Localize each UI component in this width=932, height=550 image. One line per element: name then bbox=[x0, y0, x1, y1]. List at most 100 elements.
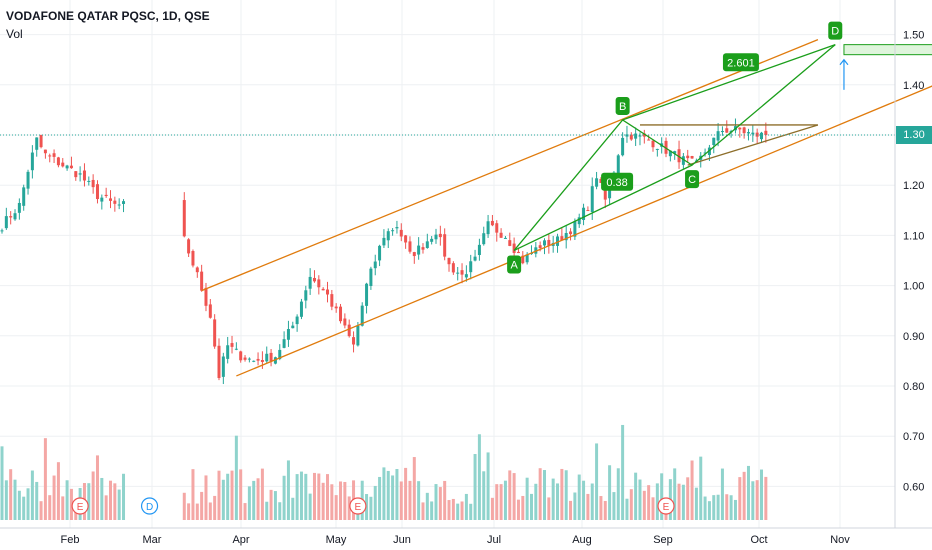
candle-body bbox=[564, 232, 568, 241]
volume-bar bbox=[286, 460, 290, 520]
candle-body bbox=[760, 132, 763, 140]
candle-body bbox=[503, 237, 507, 239]
candle-body bbox=[621, 137, 625, 156]
x-tick-label: Jun bbox=[393, 534, 411, 546]
volume-bar bbox=[312, 472, 316, 520]
volume-bar bbox=[612, 492, 616, 520]
candle-body bbox=[378, 245, 382, 261]
volume-bar bbox=[595, 443, 599, 520]
volume-bar bbox=[482, 471, 486, 520]
volume-bar bbox=[22, 496, 26, 520]
volume-bar bbox=[564, 470, 568, 520]
volume-bar bbox=[551, 478, 555, 520]
candle-body bbox=[373, 261, 377, 269]
volume-bar bbox=[43, 438, 47, 520]
volume-bar bbox=[716, 494, 720, 520]
candle-body bbox=[417, 245, 421, 255]
candle-body bbox=[664, 140, 668, 154]
volume-bar bbox=[317, 473, 321, 520]
candle-body bbox=[326, 289, 329, 295]
candle-body bbox=[91, 179, 95, 188]
candle-body bbox=[95, 184, 99, 200]
candle-body bbox=[182, 200, 186, 237]
volume-bar bbox=[247, 486, 251, 520]
candle-body bbox=[738, 127, 742, 130]
volume-bar bbox=[339, 481, 343, 520]
candle-body bbox=[477, 244, 481, 256]
candle-body bbox=[386, 231, 390, 241]
volume-bar bbox=[304, 473, 308, 520]
volume-bar bbox=[760, 469, 763, 520]
volume-bar bbox=[742, 471, 746, 520]
volume-bar bbox=[104, 495, 108, 520]
x-tick-label: May bbox=[326, 534, 347, 546]
x-axis[interactable]: Feb Mar Apr May Jun Jul Aug Sep Oct Nov bbox=[0, 527, 932, 546]
candle-body bbox=[109, 198, 112, 201]
dividend-marker[interactable] bbox=[140, 497, 159, 515]
volume-bar bbox=[525, 477, 529, 520]
volume-bar bbox=[547, 497, 551, 520]
volume-bar bbox=[651, 497, 655, 520]
candle-body bbox=[712, 137, 716, 145]
event-marker-label: E bbox=[663, 502, 670, 513]
candle-body bbox=[256, 358, 260, 361]
volume-bar bbox=[48, 495, 52, 520]
candle-body bbox=[490, 220, 494, 226]
candle-body bbox=[282, 339, 286, 348]
earnings-marker[interactable] bbox=[71, 497, 89, 515]
y-tick-label: 0.60 bbox=[903, 481, 924, 493]
candle-body bbox=[499, 232, 503, 238]
volume-bar bbox=[430, 501, 434, 520]
candle-body bbox=[260, 360, 264, 362]
candle-body bbox=[516, 251, 520, 254]
candle-body bbox=[408, 241, 412, 252]
y-axis[interactable]: 1.50 1.40 1.20 1.10 1.00 0.90 0.80 0.70 0.60 bbox=[894, 0, 924, 528]
ratio-label-box bbox=[601, 172, 634, 191]
volume-bar bbox=[573, 492, 577, 520]
candle-body bbox=[616, 155, 620, 176]
x-tick-label: Feb bbox=[61, 534, 80, 546]
candle-body bbox=[78, 173, 82, 175]
candle-body bbox=[556, 236, 560, 246]
earnings-marker[interactable] bbox=[349, 497, 367, 515]
abcd-ac-line bbox=[513, 164, 693, 252]
volume-bar bbox=[217, 470, 221, 520]
candle-body bbox=[347, 324, 351, 337]
candle-body bbox=[369, 268, 373, 286]
candle-body bbox=[582, 207, 586, 220]
volume-bar bbox=[347, 496, 351, 520]
candle-body bbox=[304, 290, 308, 301]
candle-body bbox=[547, 239, 551, 246]
volume-bar bbox=[577, 474, 581, 520]
volume-bar bbox=[326, 474, 329, 520]
volume-bar bbox=[556, 483, 560, 520]
candle-body bbox=[629, 134, 633, 140]
x-tick-label: Jul bbox=[487, 534, 501, 546]
earnings-marker[interactable] bbox=[657, 497, 675, 515]
candle-body bbox=[473, 256, 477, 261]
candle-body bbox=[638, 135, 642, 137]
ratio-label-box bbox=[722, 53, 759, 72]
candle-body bbox=[690, 156, 694, 159]
candle-body bbox=[4, 216, 8, 229]
candle-body bbox=[61, 162, 65, 167]
candle-body bbox=[668, 150, 672, 157]
volume-bar bbox=[456, 503, 460, 520]
candle-body bbox=[595, 178, 599, 187]
volume-bar bbox=[469, 503, 473, 520]
y-tick-label: 0.80 bbox=[903, 381, 924, 393]
event-marker-label: E bbox=[77, 502, 84, 513]
volume-bar bbox=[4, 480, 8, 520]
candle-body bbox=[495, 223, 499, 233]
volume-bar bbox=[35, 481, 39, 520]
candle-body bbox=[725, 128, 729, 133]
volume-bar bbox=[204, 475, 208, 520]
candle-body bbox=[217, 345, 221, 379]
volume-bar bbox=[9, 469, 13, 520]
candle-body bbox=[273, 357, 277, 364]
candle-body bbox=[469, 261, 473, 273]
symbol-title: VODAFONE QATAR PQSC, 1D, QSE bbox=[6, 9, 210, 23]
target-zone-box bbox=[843, 44, 932, 56]
volume-bar bbox=[373, 485, 377, 520]
